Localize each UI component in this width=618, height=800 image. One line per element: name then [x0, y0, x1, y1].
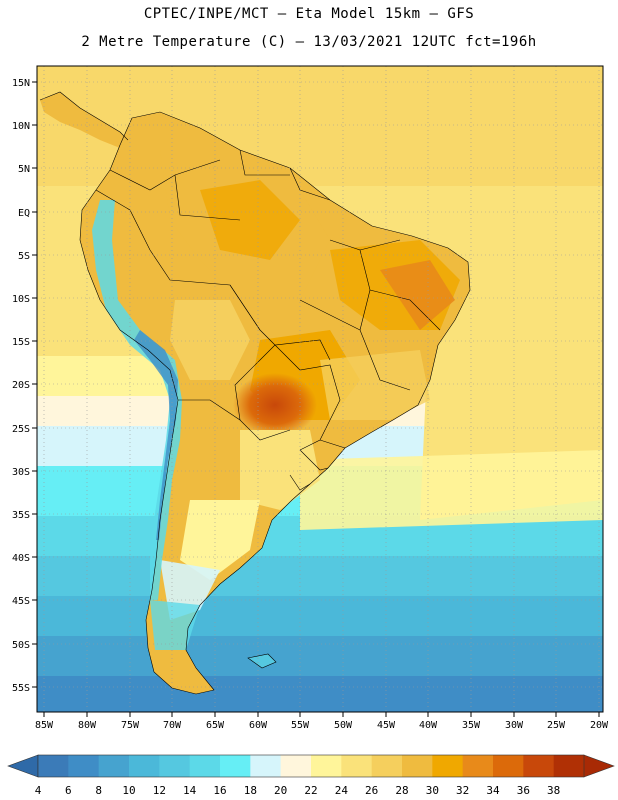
lon-label: 65W [206, 720, 225, 731]
colorbar-tick-label: 4 [35, 784, 42, 797]
colorbar-swatch [38, 755, 69, 777]
colorbar-tick-label: 28 [395, 784, 408, 797]
lon-label: 30W [505, 720, 524, 731]
lon-label: 80W [78, 720, 97, 731]
lon-label: 50W [334, 720, 353, 731]
lon-label: 55W [291, 720, 310, 731]
lat-label: 25S [12, 424, 30, 435]
colorbar-swatch [159, 755, 191, 777]
colorbar-swatch [311, 755, 342, 777]
colorbar-tick-label: 16 [213, 784, 226, 797]
colorbar-swatch [371, 755, 403, 777]
colorbar-tick-label: 32 [456, 784, 469, 797]
map-subtitle: 2 Metre Temperature (C) – 13/03/2021 12U… [81, 34, 537, 50]
colorbar-tick-label: 12 [153, 784, 166, 797]
lat-label: 10N [12, 121, 30, 132]
lat-label: 15S [12, 337, 30, 348]
lat-label: 50S [12, 640, 30, 651]
colorbar-tick-label: 14 [183, 784, 197, 797]
lat-label: 5S [18, 251, 30, 262]
lat-label: 35S [12, 510, 30, 521]
colorbar-swatch [189, 755, 221, 777]
lat-label: 45S [12, 596, 30, 607]
map-frame [36, 65, 604, 713]
colorbar-tick-label: 20 [274, 784, 287, 797]
lat-label: 55S [12, 683, 30, 694]
colorbar-swatch [341, 755, 373, 777]
longitude-labels: 85W 80W 75W 70W 65W 60W 55W 50W 45W 40W … [35, 720, 609, 731]
colorbar-low-arrow [7, 754, 39, 778]
lat-label: 10S [12, 294, 30, 305]
colorbar-swatch [98, 755, 130, 777]
colorbar-tick-label: 6 [65, 784, 72, 797]
axis-ticks [32, 81, 600, 717]
lon-label: 45W [377, 720, 396, 731]
colorbar-tick-label: 18 [244, 784, 257, 797]
colorbar-tick-label: 26 [365, 784, 378, 797]
lon-label: 20W [590, 720, 609, 731]
colorbar-swatch [250, 755, 282, 777]
lon-label: 40W [419, 720, 438, 731]
colorbar-tick-label: 10 [122, 784, 135, 797]
colorbar-outline [37, 754, 585, 778]
lon-label: 25W [547, 720, 566, 731]
colorbar-swatch [462, 755, 494, 777]
colorbar: 4 6 8 10 12 14 16 18 20 22 24 26 28 30 32 34 36 38 [7, 754, 615, 797]
colorbar-tick-label: 38 [547, 784, 560, 797]
colorbar-swatch [280, 755, 312, 777]
colorbar-tick-label: 24 [335, 784, 349, 797]
lon-label: 70W [163, 720, 182, 731]
latitude-labels: 15N 10N 5N EQ 5S 10S 15S 20S 25S 30S 35S… [12, 78, 30, 694]
colorbar-high-arrow [583, 754, 615, 778]
colorbar-swatch [402, 755, 433, 777]
colorbar-tick-label: 36 [517, 784, 530, 797]
colorbar-swatch [523, 755, 555, 777]
colorbar-swatch [553, 755, 585, 777]
lon-label: 35W [462, 720, 481, 731]
colorbar-swatch [220, 755, 251, 777]
temperature-field [37, 66, 603, 712]
lon-label: 75W [121, 720, 140, 731]
lon-label: 85W [35, 720, 54, 731]
colorbar-swatch [493, 755, 524, 777]
lat-label: 15N [12, 78, 30, 89]
colorbar-swatch [129, 755, 160, 777]
colorbar-tick-label: 22 [304, 784, 317, 797]
colorbar-swatch [68, 755, 100, 777]
lat-label: EQ [18, 208, 30, 219]
map-title: CPTEC/INPE/MCT – Eta Model 15km – GFS [143, 6, 475, 22]
lat-label: 30S [12, 467, 30, 478]
colorbar-tick-label: 30 [426, 784, 439, 797]
lat-label: 5N [18, 164, 30, 175]
colorbar-tick-label: 34 [486, 784, 500, 797]
colorbar-tick-label: 8 [95, 784, 102, 797]
lat-label: 40S [12, 553, 30, 564]
colorbar-swatch [432, 755, 464, 777]
lon-label: 60W [249, 720, 268, 731]
lat-label: 20S [12, 380, 30, 391]
